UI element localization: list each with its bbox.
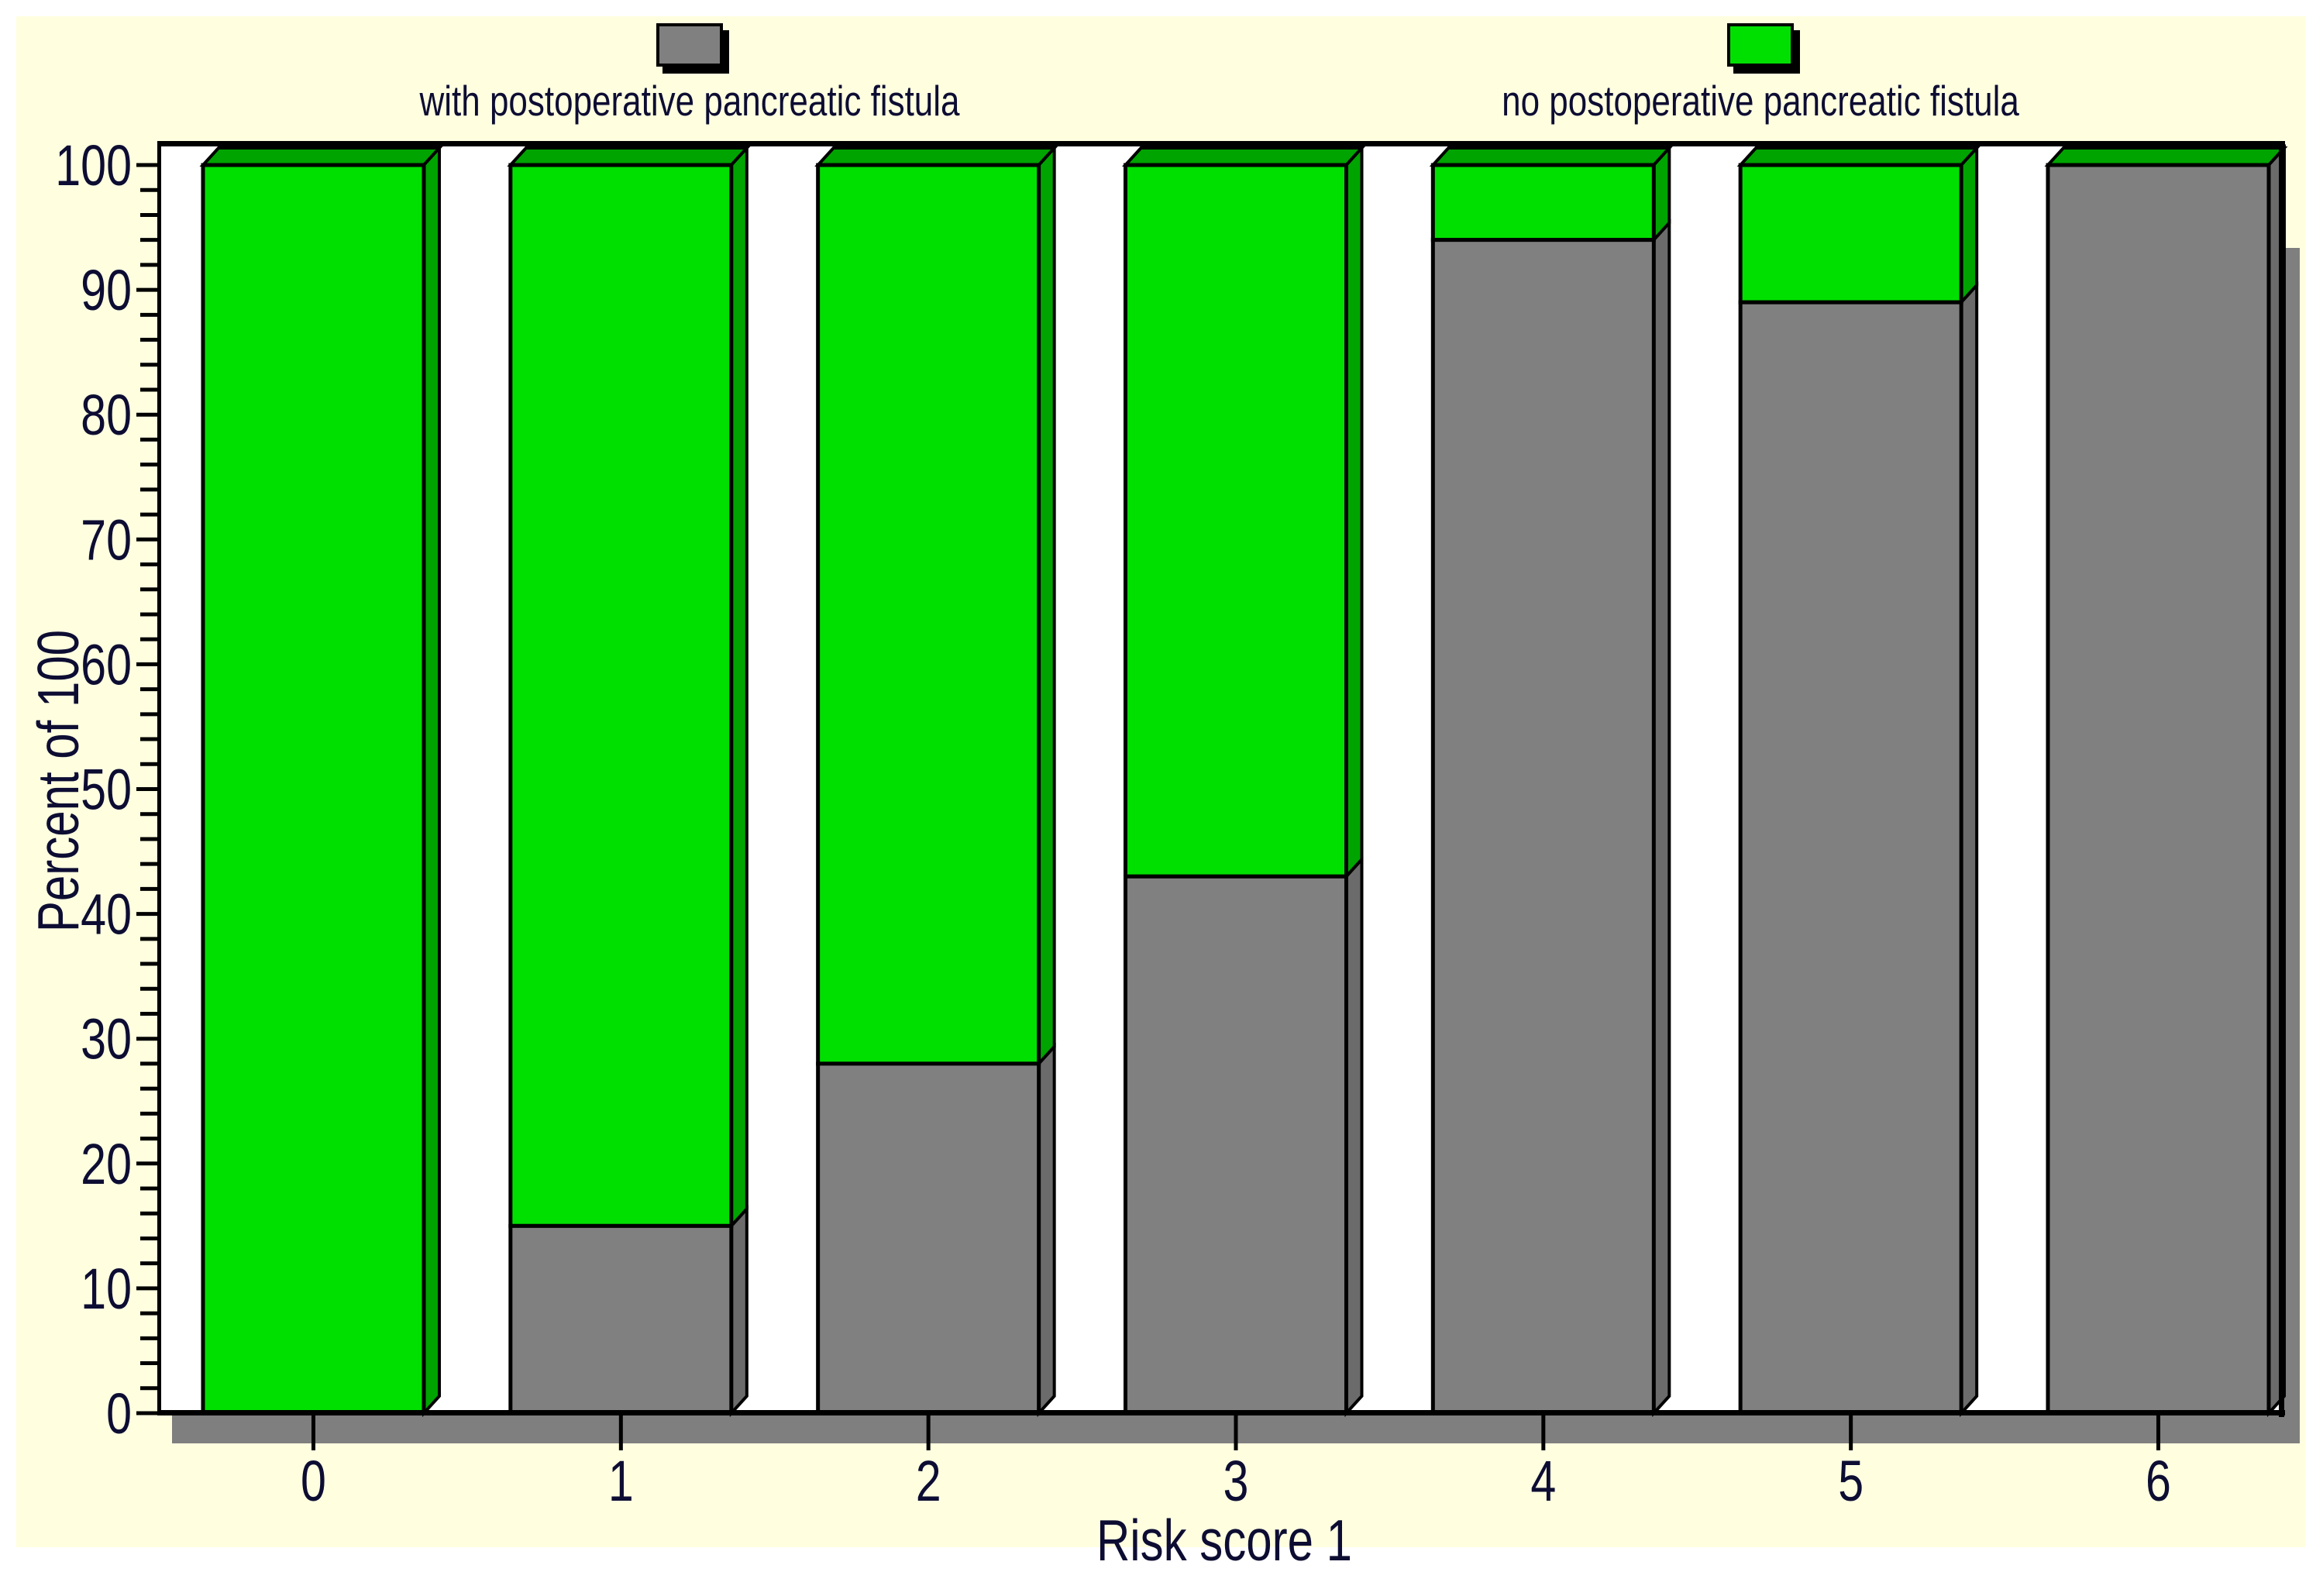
x-axis-title: Risk score 1 — [1096, 1508, 1353, 1573]
x-tick-label: 2 — [916, 1450, 941, 1514]
bar-1-top-face — [507, 146, 751, 167]
bar-1-gray-side-face — [729, 1205, 749, 1418]
bar-0-top-face — [199, 146, 443, 167]
legend-swatch-no-fistula — [1727, 23, 1794, 67]
y-tick-label: 40 — [81, 882, 132, 947]
bar-1-green-front — [508, 163, 734, 1228]
bar-2-green-front — [816, 163, 1041, 1066]
bar-2-gray-side-face — [1037, 1042, 1056, 1418]
bar-3-gray-side-face — [1344, 855, 1364, 1418]
plot-border-right — [2279, 141, 2284, 1417]
y-tick-label: 100 — [55, 134, 132, 198]
bar-1-green-side-face — [729, 143, 749, 1230]
bar-4-green-front — [1430, 163, 1656, 242]
y-tick-label: 50 — [81, 758, 132, 822]
x-tick-label: 5 — [1838, 1450, 1864, 1514]
y-tick-label: 10 — [81, 1257, 132, 1322]
y-axis-title: Percent of 100 — [26, 629, 91, 933]
bar-6-top-face — [2044, 146, 2288, 167]
bar-2-green-side-face — [1037, 143, 1056, 1068]
bar-0-green-front — [201, 163, 426, 1415]
x-tick-label: 4 — [1530, 1450, 1556, 1514]
legend-label-with-fistula: with postoperative pancreatic fistula — [419, 77, 960, 125]
legend-swatch-with-fistula — [656, 23, 723, 67]
plot-shadow-right — [2284, 248, 2300, 1443]
bar-3-green-front — [1123, 163, 1348, 879]
x-tick-label: 3 — [1223, 1450, 1249, 1514]
bar-5-gray-front — [1738, 300, 1963, 1415]
y-tick-label: 0 — [106, 1382, 132, 1446]
legend-label-no-fistula: no postoperative pancreatic fistula — [1502, 77, 2019, 125]
bar-3-green-side-face — [1344, 143, 1364, 881]
bar-0-green-side-face — [422, 143, 441, 1418]
bar-3-gray-front — [1123, 874, 1348, 1415]
y-tick-label: 70 — [81, 508, 132, 573]
plot-border-top — [157, 141, 2285, 146]
bar-5-green-side-face — [1960, 143, 1979, 307]
bar-2-gray-front — [816, 1061, 1041, 1415]
bar-4-top-face — [1429, 146, 1673, 167]
y-tick-label: 30 — [81, 1007, 132, 1071]
bar-6-gray-front — [2046, 163, 2271, 1415]
y-tick-label: 80 — [81, 384, 132, 448]
bar-4-gray-front — [1430, 238, 1656, 1415]
bar-2-top-face — [814, 146, 1058, 167]
bar-1-gray-front — [508, 1223, 734, 1415]
x-axis-baseline — [157, 1410, 2285, 1415]
y-tick-label: 90 — [81, 259, 132, 323]
y-tick-label: 60 — [81, 633, 132, 697]
x-tick-label: 1 — [608, 1450, 634, 1514]
x-tick-label: 0 — [301, 1450, 326, 1514]
bar-3-top-face — [1121, 146, 1366, 167]
plot-border-left — [157, 141, 161, 1413]
y-tick-label: 20 — [81, 1133, 132, 1197]
bar-5-top-face — [1736, 146, 1981, 167]
x-tick-label: 6 — [2146, 1450, 2171, 1514]
bar-4-gray-side-face — [1652, 218, 1671, 1418]
bar-5-gray-side-face — [1960, 281, 1979, 1418]
bar-5-green-front — [1738, 163, 1963, 304]
